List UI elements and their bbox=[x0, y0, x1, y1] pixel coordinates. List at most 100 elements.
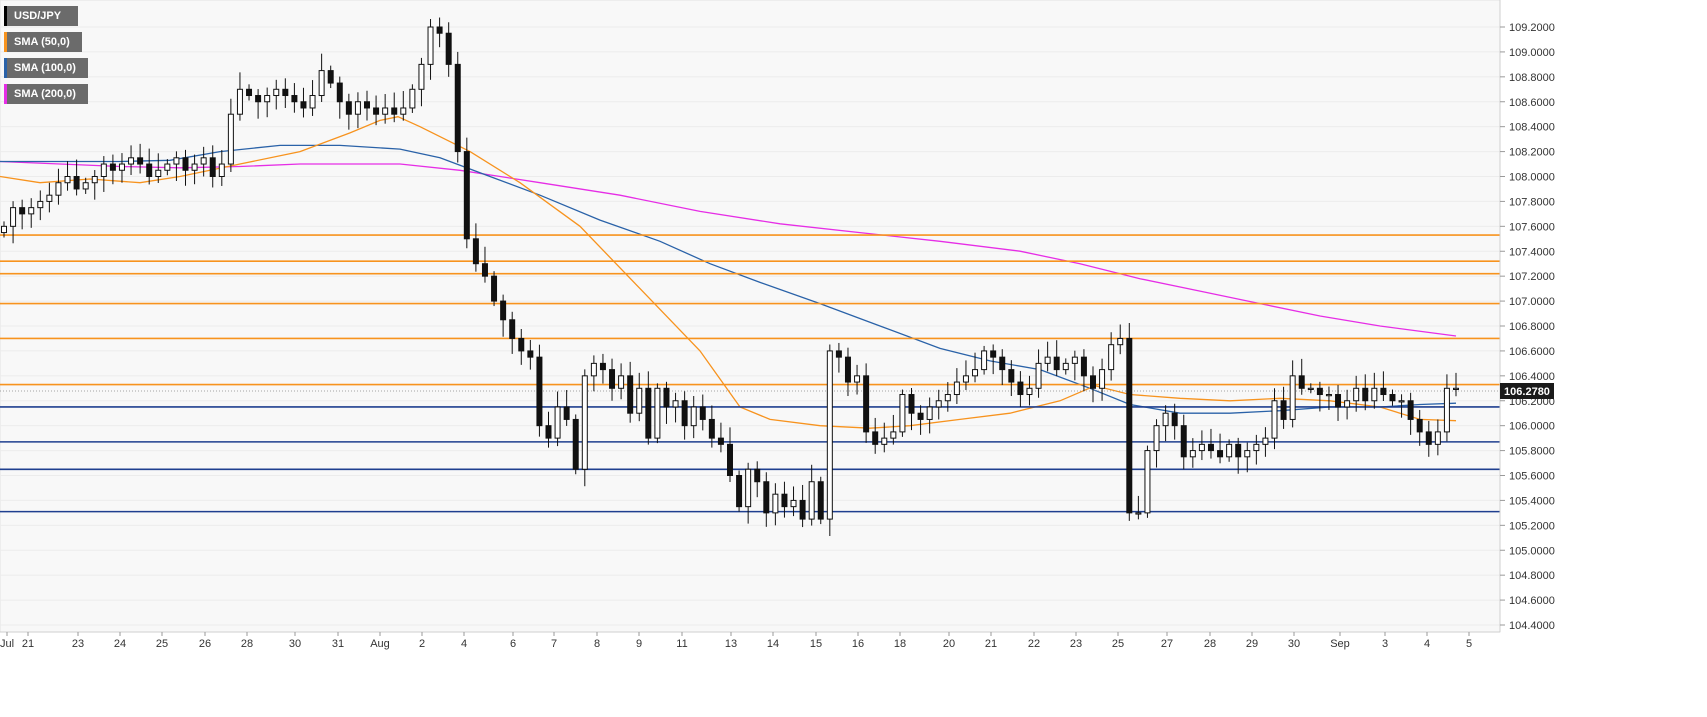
candle bbox=[1153, 419, 1160, 468]
candle-body bbox=[1080, 356, 1087, 377]
x-tick-label: Jul bbox=[0, 638, 14, 650]
candle bbox=[427, 19, 434, 80]
y-tick-label: 104.8000 bbox=[1509, 570, 1555, 582]
candle-body bbox=[962, 375, 969, 383]
candle bbox=[872, 417, 879, 454]
candle bbox=[890, 414, 897, 445]
candle-body bbox=[772, 493, 779, 514]
candle bbox=[1035, 349, 1042, 398]
y-tick-label: 107.6000 bbox=[1509, 221, 1555, 233]
candle bbox=[46, 182, 53, 213]
x-tick-label: 20 bbox=[943, 638, 955, 650]
y-tick-label: 108.6000 bbox=[1509, 97, 1555, 109]
candle bbox=[354, 92, 361, 129]
candle bbox=[373, 95, 380, 126]
candle-body bbox=[1162, 412, 1169, 427]
candle-body bbox=[781, 493, 788, 508]
y-tick-label: 107.2000 bbox=[1509, 271, 1555, 283]
candle-body bbox=[1135, 512, 1142, 515]
candle bbox=[1144, 445, 1151, 518]
candle bbox=[1407, 392, 1414, 435]
candle bbox=[1008, 360, 1015, 397]
y-tick-label: 109.2000 bbox=[1509, 22, 1555, 34]
candle bbox=[854, 364, 861, 395]
candle bbox=[28, 198, 35, 228]
candle bbox=[327, 65, 334, 89]
candle-body bbox=[463, 151, 470, 240]
candle-body bbox=[1008, 369, 1015, 383]
candle bbox=[799, 484, 806, 528]
candle-body bbox=[1189, 450, 1196, 458]
candle-body bbox=[1090, 375, 1096, 389]
candle bbox=[246, 84, 253, 101]
candle bbox=[1434, 419, 1441, 456]
candle bbox=[590, 355, 597, 392]
candle bbox=[282, 78, 289, 108]
candle-body bbox=[1280, 400, 1287, 420]
plot-background bbox=[0, 0, 1501, 633]
candle-body bbox=[581, 375, 588, 470]
candle-body bbox=[754, 468, 761, 483]
candle bbox=[554, 391, 561, 447]
candle-body bbox=[563, 406, 570, 420]
grid bbox=[0, 26, 1500, 626]
candle bbox=[681, 391, 688, 440]
candle-body bbox=[1416, 418, 1423, 433]
candle-body bbox=[382, 107, 389, 115]
candle-body bbox=[1062, 362, 1069, 371]
candle-body bbox=[354, 101, 361, 115]
x-tick-label: 4 bbox=[1424, 638, 1430, 650]
candle bbox=[1398, 394, 1405, 418]
legend-sma100[interactable]: SMA (100,0) bbox=[4, 58, 88, 78]
candle bbox=[273, 79, 280, 110]
candle-body bbox=[418, 63, 425, 90]
candle bbox=[1135, 495, 1142, 520]
y-tick-label: 106.6000 bbox=[1509, 346, 1555, 358]
legend-sma200[interactable]: SMA (200,0) bbox=[4, 84, 88, 104]
candle-body bbox=[1443, 387, 1450, 433]
x-tick-label: 11 bbox=[676, 638, 687, 650]
candle-body bbox=[182, 157, 189, 171]
y-tick-label: 107.4000 bbox=[1509, 246, 1555, 258]
candle-body bbox=[1362, 387, 1369, 402]
candle bbox=[599, 353, 606, 384]
candle bbox=[817, 476, 824, 525]
x-tick-label: 2 bbox=[419, 638, 425, 650]
legend-instrument[interactable]: USD/JPY bbox=[4, 6, 78, 26]
candle-body bbox=[1298, 375, 1305, 389]
candle-body bbox=[872, 431, 879, 445]
candle bbox=[1180, 414, 1187, 470]
candle-body bbox=[146, 163, 153, 178]
candle bbox=[717, 422, 724, 453]
candle-body bbox=[1071, 356, 1078, 364]
candle-body bbox=[572, 418, 579, 470]
candle bbox=[981, 345, 988, 375]
candle-body bbox=[491, 275, 498, 302]
candle-body bbox=[808, 481, 815, 520]
candle-body bbox=[1198, 443, 1205, 452]
y-tick-label: 108.0000 bbox=[1509, 172, 1555, 184]
candle bbox=[609, 358, 616, 401]
candle bbox=[1117, 324, 1124, 355]
candle-body bbox=[1389, 394, 1396, 402]
candle bbox=[345, 93, 352, 130]
candle bbox=[1353, 375, 1360, 412]
candle-body bbox=[636, 387, 643, 414]
candle-body bbox=[1325, 394, 1332, 397]
candle-body bbox=[246, 88, 253, 97]
candle bbox=[255, 89, 262, 119]
legend-instrument-label: USD/JPY bbox=[14, 10, 62, 22]
legend-sma50[interactable]: SMA (50,0) bbox=[4, 32, 82, 52]
x-tick-label: 8 bbox=[594, 638, 600, 650]
candle bbox=[191, 154, 198, 185]
candle bbox=[1335, 385, 1342, 421]
x-tick-label: 5 bbox=[1466, 638, 1472, 650]
candle bbox=[1171, 403, 1178, 440]
candle bbox=[1108, 332, 1115, 381]
candle-body bbox=[672, 400, 679, 408]
candle bbox=[663, 381, 670, 424]
candle-body bbox=[164, 163, 171, 171]
candle-body bbox=[345, 101, 352, 115]
candle bbox=[409, 84, 416, 113]
